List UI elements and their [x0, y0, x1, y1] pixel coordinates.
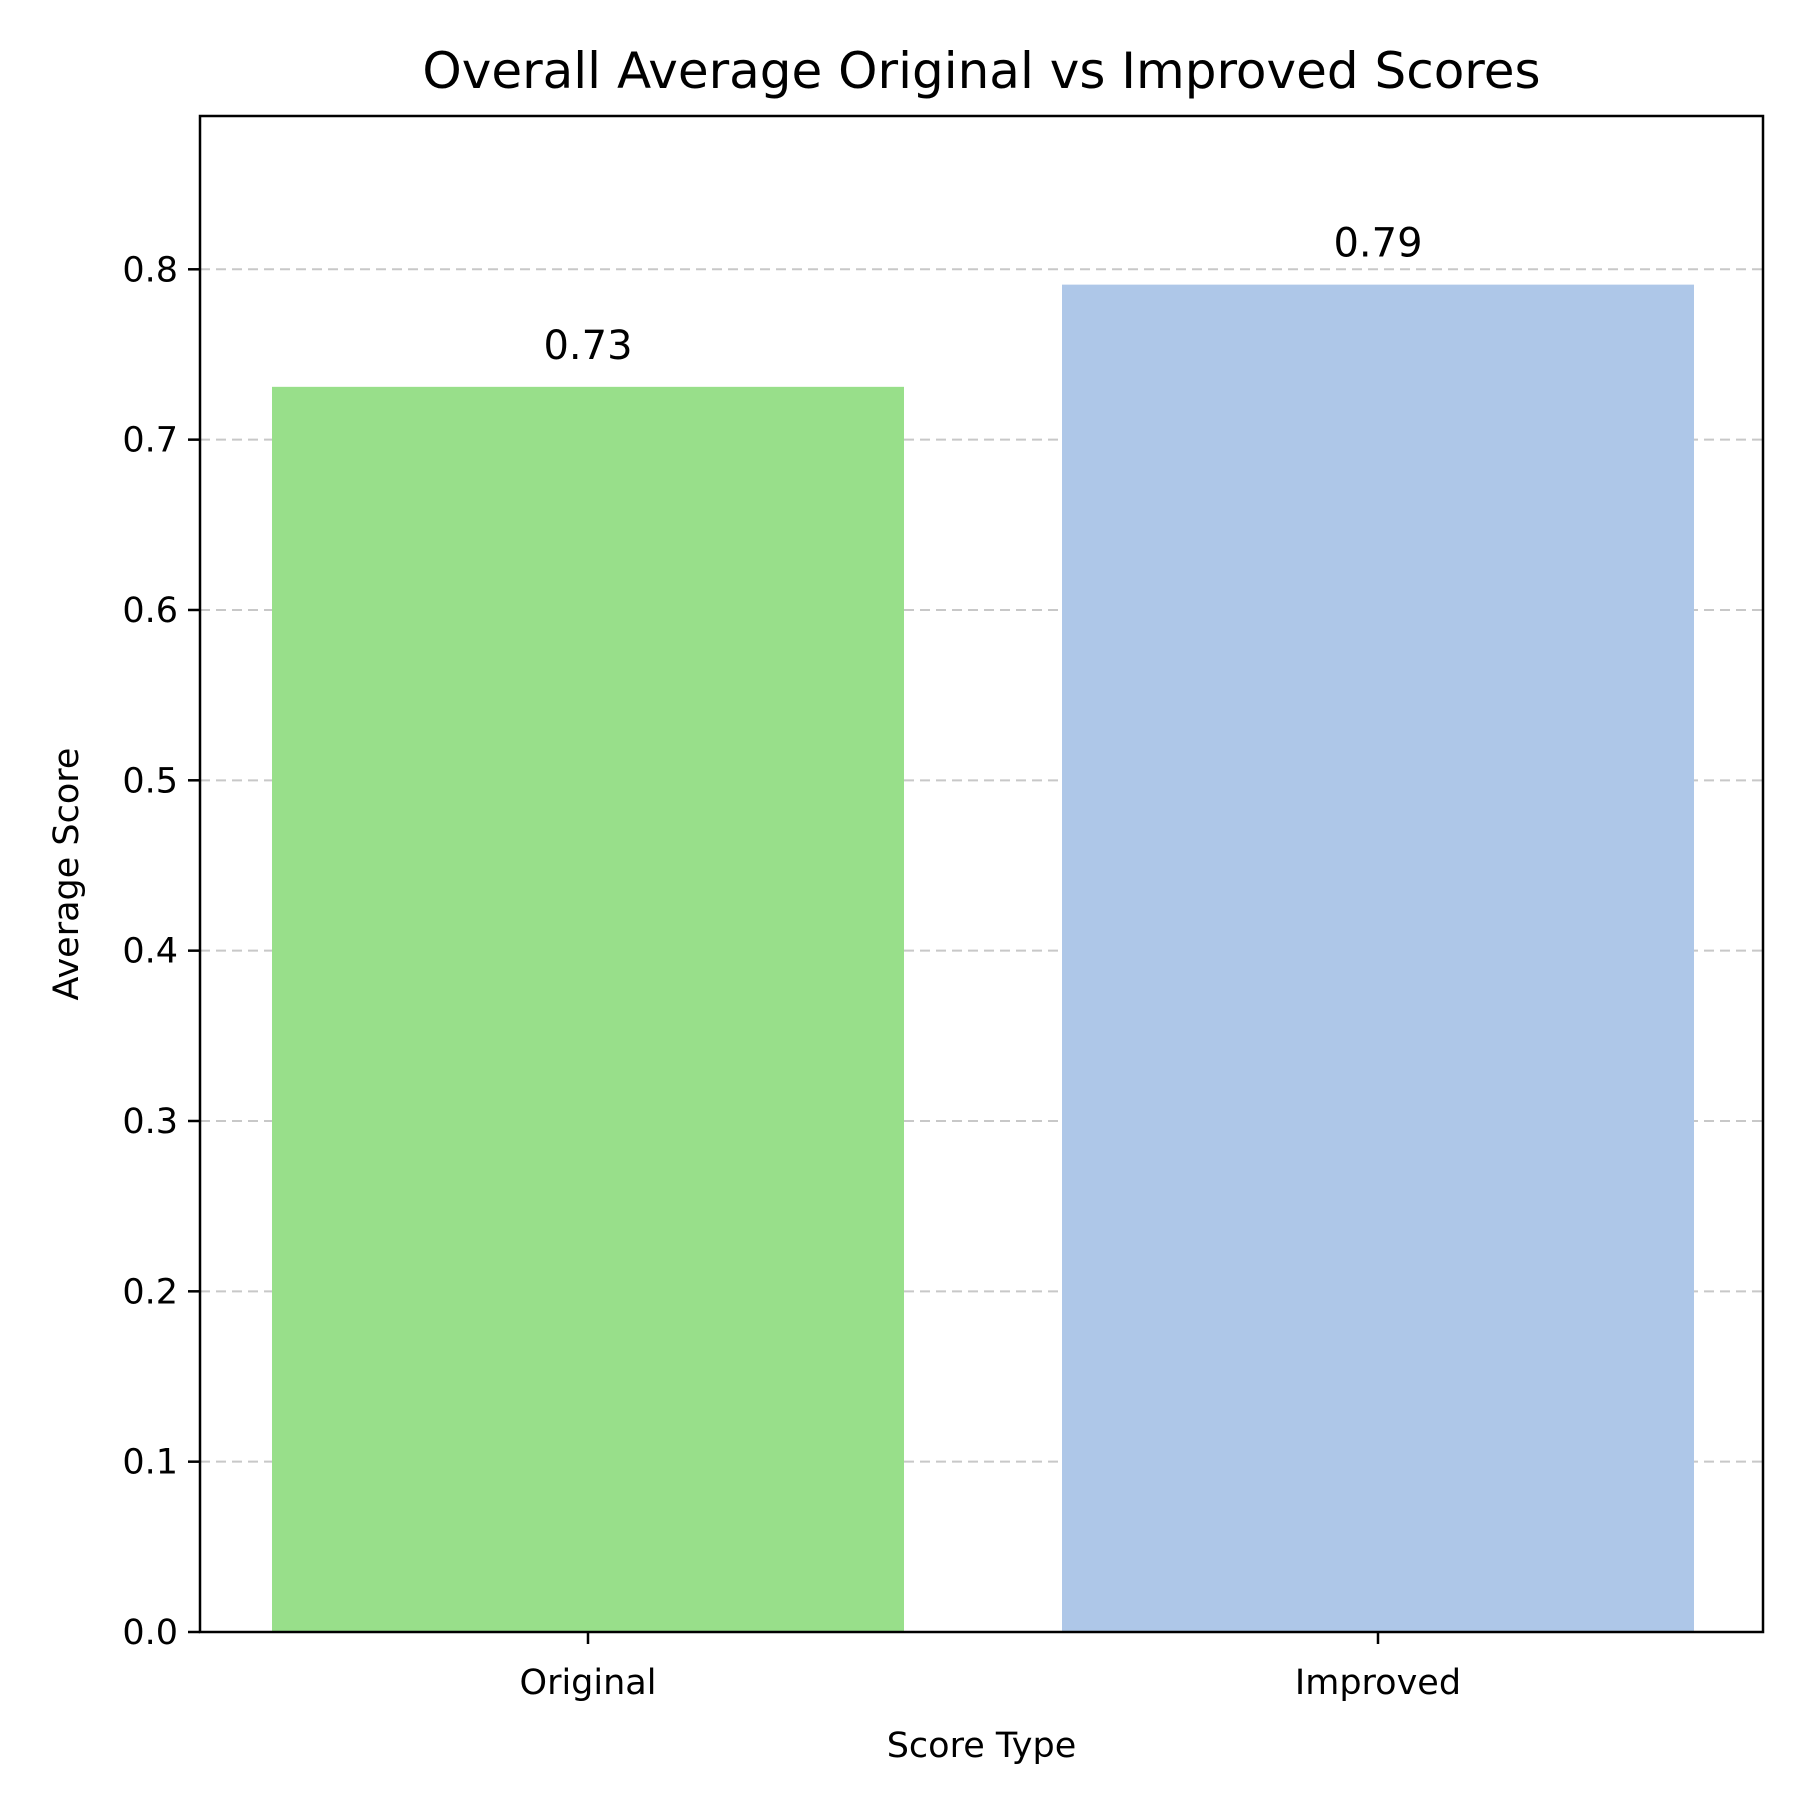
y-axis-label: Average Score	[47, 748, 87, 1001]
y-axis-ticks: 0.0 0.1 0.2 0.3 0.4 0.5 0.6 0.7 0.8	[122, 250, 200, 1653]
y-tick-label: 0.2	[122, 1272, 178, 1312]
bars	[272, 284, 1694, 1633]
y-tick-label: 0.8	[122, 250, 178, 290]
y-tick-label: 0.0	[122, 1613, 178, 1653]
value-labels: 0.73 0.79	[543, 221, 1422, 369]
value-label-original: 0.73	[543, 323, 632, 369]
x-axis-label: Score Type	[887, 1726, 1077, 1766]
plot-frame	[198, 114, 1765, 1634]
y-tick-label: 0.1	[122, 1443, 178, 1483]
value-label-improved: 0.79	[1333, 221, 1422, 267]
y-tick-label: 0.5	[122, 761, 178, 801]
bar-improved	[1062, 284, 1694, 1633]
x-tick-label: Improved	[1295, 1663, 1461, 1703]
y-tick-label: 0.7	[122, 421, 178, 461]
x-axis-ticks: Original Improved	[520, 1632, 1461, 1703]
chart-title: Overall Average Original vs Improved Sco…	[422, 42, 1540, 100]
y-tick-label: 0.4	[122, 932, 178, 972]
y-tick-label: 0.6	[122, 591, 178, 631]
y-tick-label: 0.3	[122, 1102, 178, 1142]
bar-original	[272, 386, 904, 1633]
x-tick-label: Original	[520, 1663, 657, 1703]
